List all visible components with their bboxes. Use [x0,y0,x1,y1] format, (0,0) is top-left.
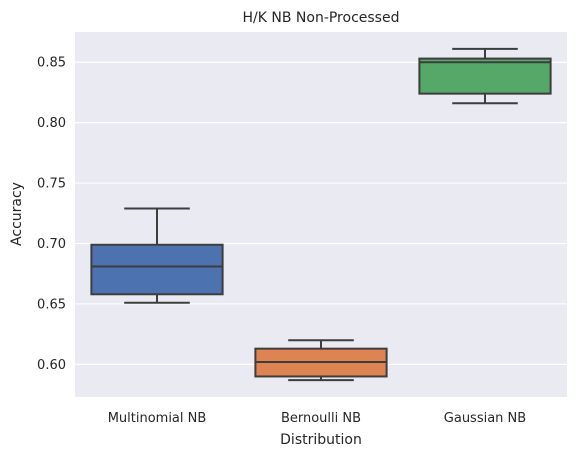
y-tick-label: 0.60 [37,358,66,373]
y-tick-label: 0.65 [37,297,66,312]
y-axis-title: Accuracy [9,182,25,246]
y-tick-labels: 0.60 0.65 0.70 0.75 0.80 0.85 [37,56,66,373]
x-tick-label: Multinomial NB [108,411,207,426]
y-tick-label: 0.75 [37,177,66,192]
box-multinomial-nb [90,207,224,304]
x-tick-label: Bernoulli NB [281,411,361,426]
x-tick-labels: Multinomial NB Bernoulli NB Gaussian NB [108,411,527,426]
iqr-box [418,57,552,95]
y-tick-label: 0.85 [37,56,66,71]
chart-title: H/K NB Non-Processed [243,10,400,26]
y-tick-label: 0.70 [37,237,66,252]
box-bernoulli-nb [254,339,388,382]
y-tick-label: 0.80 [37,116,66,131]
box-series [90,47,552,382]
iqr-box [90,243,224,296]
x-axis-title: Distribution [280,432,362,448]
x-tick-label: Gaussian NB [444,411,526,426]
box-gaussian-nb [418,47,552,105]
